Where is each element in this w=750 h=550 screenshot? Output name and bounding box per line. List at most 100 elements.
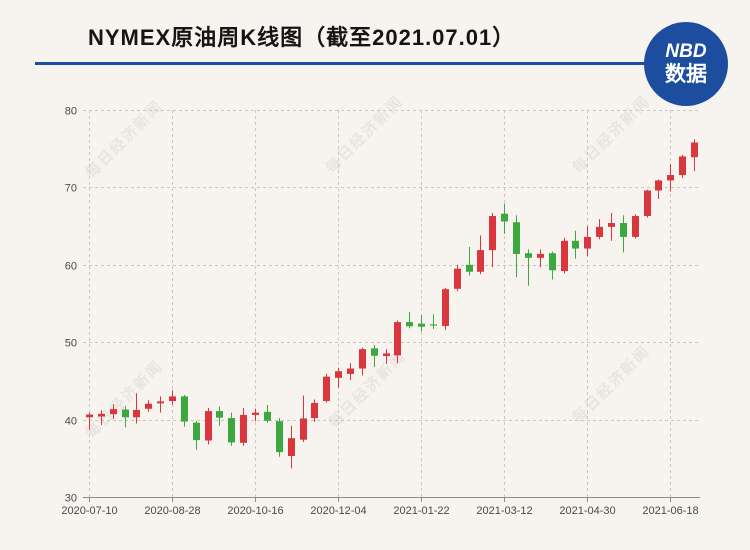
y-tick-label: 30 [65,493,77,505]
candle-down [193,421,200,450]
candle-body [86,414,93,418]
candle-body [549,253,556,271]
candle-down [501,203,508,234]
candle-body [311,402,318,419]
candle-down [276,418,283,457]
candle-body [572,240,579,249]
candle-down [371,345,378,367]
candle-body [418,323,425,327]
candle-body [454,268,461,289]
candle-down [466,246,473,276]
candle-body [561,240,568,271]
x-tick-label: 2020-08-28 [144,505,200,517]
candle-body [157,401,164,404]
candle-up [655,179,662,200]
candle-up [288,425,295,469]
candles [86,139,698,469]
candle-up [300,395,307,443]
candle-body [394,322,401,356]
x-tick-label: 2021-03-12 [476,505,532,517]
y-tick-label: 70 [65,183,77,195]
candle-body [442,289,449,326]
candle-body [667,175,674,181]
candle-body [596,226,603,237]
candle-body [288,438,295,456]
candle-down [572,230,579,259]
candle-body [501,213,508,222]
candle-body [477,250,484,272]
candle-up [691,139,698,172]
x-tick-label: 2020-12-04 [310,505,366,517]
candle-up [489,212,496,268]
candle-body [383,353,390,357]
x-tick-label: 2021-01-22 [393,505,449,517]
candle-up [632,214,639,239]
candle-body [584,236,591,249]
candle-body [264,411,271,421]
axes: 30 40 50 60 70 80 2020-07-10 2020-08-28 2020-10-… [61,106,700,517]
candle-up [679,154,686,179]
logo-text-data: 数据 [665,62,707,86]
candle-up [667,164,674,192]
y-tick-label: 40 [65,416,77,428]
candle-body [608,223,615,227]
candle-up [335,367,342,388]
candle-body [632,216,639,237]
candle-body [133,409,140,418]
candle-body [145,403,152,409]
y-tick-label: 50 [65,338,77,350]
candle-down [549,251,556,280]
candle-down [418,315,425,332]
candle-body [513,222,520,254]
candle-up [133,393,140,424]
candle-down [406,312,413,329]
candle-body [620,223,627,237]
candle-up [205,407,212,445]
candle-body [430,324,437,326]
candle-up [584,226,591,257]
candle-body [122,409,129,418]
candle-down [216,406,223,426]
candle-up [561,237,568,274]
y-tick-label: 80 [65,106,77,118]
chart-title: NYMEX原油周K线图（截至2021.07.01） [88,25,516,50]
candle-down [430,314,437,330]
candle-up [347,363,354,381]
candle-up [240,407,247,446]
candle-body [110,409,117,415]
candle-body [371,348,378,356]
candle-down [181,394,188,427]
candle-down [620,215,627,253]
candle-up [311,399,318,422]
candle-body [691,142,698,158]
candle-up [442,288,449,330]
candle-up [169,390,176,405]
candle-body [193,422,200,441]
candle-up [252,408,259,422]
candle-body [466,264,473,272]
candle-body [252,412,259,415]
candle-body [181,396,188,422]
candle-up [383,349,390,364]
candle-down [525,249,532,286]
y-tick-label: 60 [65,261,77,273]
candle-up [477,235,484,275]
candle-up [454,264,461,292]
nbd-data-logo: NBD 数据 [644,22,728,106]
x-tick-label: 2021-06-18 [642,505,698,517]
candle-body [300,418,307,440]
candle-up [110,404,117,419]
candle-up [644,189,651,218]
candle-body [489,216,496,251]
x-tick-label: 2020-07-10 [61,505,117,517]
candle-body [240,414,247,443]
logo-text-nbd: NBD [665,40,707,62]
candle-up [157,396,164,413]
candle-body [537,253,544,258]
candle-body [679,156,686,176]
candle-body [228,418,235,443]
candle-up [145,400,152,412]
candle-up [596,219,603,240]
